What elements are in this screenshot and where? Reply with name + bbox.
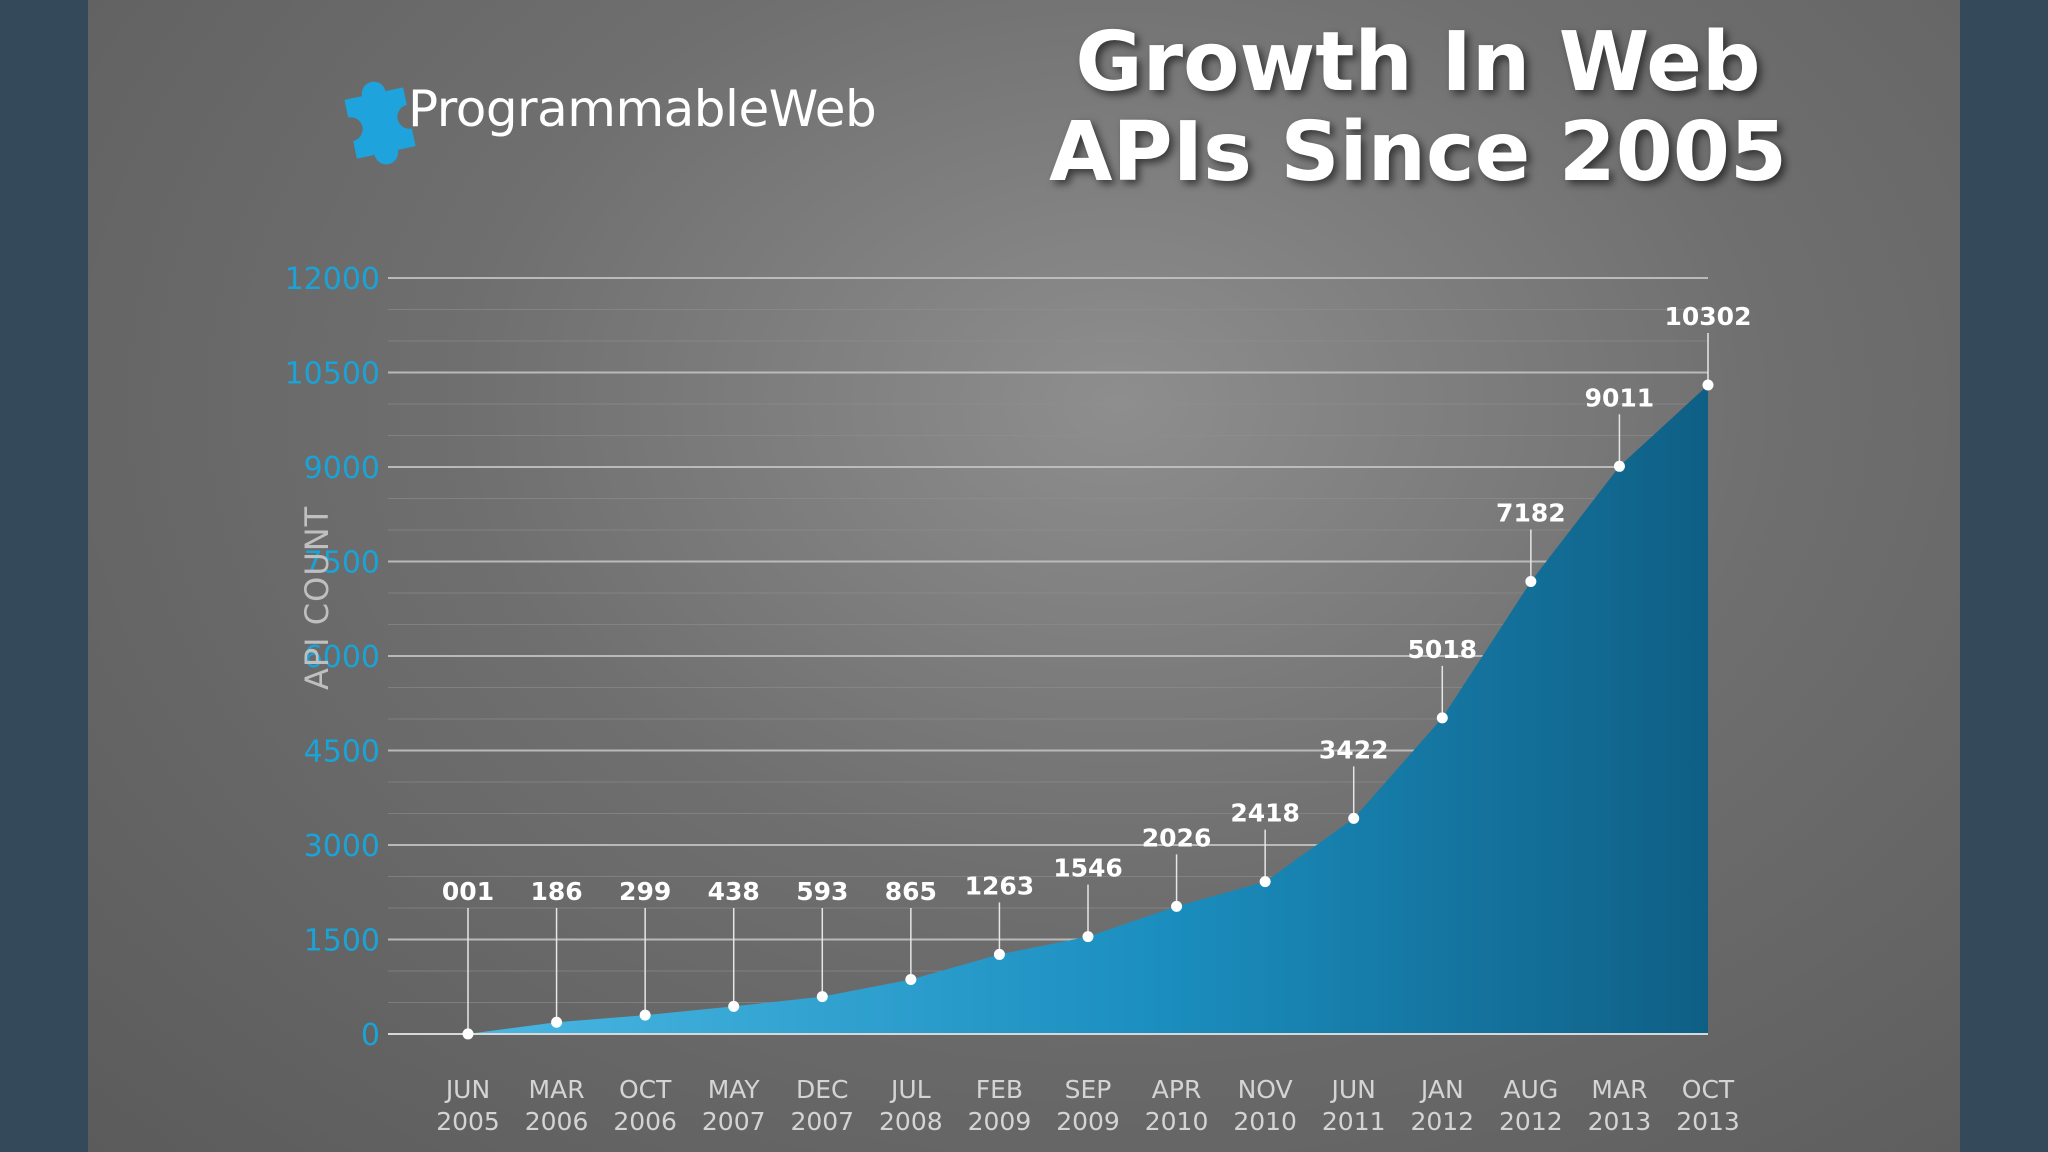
data-point xyxy=(1436,712,1448,724)
x-tick-label: FEB xyxy=(976,1075,1023,1104)
y-tick-label: 4500 xyxy=(304,735,380,770)
data-label: 1263 xyxy=(965,871,1035,900)
data-point xyxy=(1702,379,1714,391)
data-point xyxy=(1525,576,1537,588)
data-label: 2026 xyxy=(1142,823,1212,852)
x-tick-label: 2009 xyxy=(968,1107,1032,1136)
data-label: 10302 xyxy=(1665,302,1752,331)
y-tick-label: 3000 xyxy=(304,829,380,864)
y-axis-tick-labels: 0 1500 3000 4500 6000 7500 9000 10500 12000 xyxy=(285,262,380,1053)
data-point xyxy=(905,974,917,986)
data-point xyxy=(1613,460,1625,472)
x-tick-label: JUL xyxy=(889,1075,931,1104)
x-tick-label: 2006 xyxy=(613,1107,677,1136)
data-point xyxy=(1171,900,1183,912)
x-tick-label: OCT xyxy=(1682,1075,1735,1104)
x-tick-label: JUN xyxy=(1330,1075,1376,1104)
x-tick-label: MAR xyxy=(1591,1075,1647,1104)
x-tick-label: MAY xyxy=(708,1075,761,1104)
x-tick-label: 2006 xyxy=(525,1107,589,1136)
data-point xyxy=(1082,931,1094,943)
x-tick-label: JUN xyxy=(444,1075,490,1104)
data-label: 865 xyxy=(885,877,937,906)
area-chart: 0 1500 3000 4500 6000 7500 9000 10500 12000 001 1… xyxy=(285,262,1752,1136)
x-tick-label: 2010 xyxy=(1145,1107,1209,1136)
data-label: 2418 xyxy=(1230,799,1300,828)
puzzle-piece-icon xyxy=(344,81,416,165)
title-line-1: Growth In Web xyxy=(1075,15,1761,110)
data-label: 9011 xyxy=(1585,383,1655,412)
data-point xyxy=(462,1028,474,1040)
x-tick-label: 2009 xyxy=(1056,1107,1120,1136)
data-label: 5018 xyxy=(1407,635,1477,664)
data-leader-lines xyxy=(467,332,1709,1034)
x-tick-label: 2007 xyxy=(790,1107,854,1136)
data-point xyxy=(728,1000,740,1012)
x-axis-tick-labels: JUN 2005 MAR 2006 OCT 2006 MAY 2007 DEC 2007 JUL 20… xyxy=(436,1075,1740,1136)
x-tick-label: MAR xyxy=(529,1075,585,1104)
x-tick-label: 2010 xyxy=(1233,1107,1297,1136)
x-tick-label: NOV xyxy=(1238,1075,1293,1104)
x-tick-label: 2005 xyxy=(436,1107,500,1136)
y-tick-label: 0 xyxy=(361,1018,380,1053)
data-point xyxy=(551,1016,563,1028)
x-tick-label: 2013 xyxy=(1588,1107,1652,1136)
data-labels: 001 186 299 438 593 865 1263 1546 2026 2418 3422 50… xyxy=(442,302,1752,906)
slide: ProgrammableWeb Growth In Web APIs Since… xyxy=(88,0,1960,1152)
y-tick-label: 10500 xyxy=(285,357,380,392)
data-label: 3422 xyxy=(1319,735,1389,764)
title-line-2: APIs Since 2005 xyxy=(1049,105,1787,200)
data-point xyxy=(1259,876,1271,888)
data-label: 001 xyxy=(442,877,494,906)
data-points xyxy=(462,379,1714,1040)
y-tick-label: 6000 xyxy=(304,640,380,675)
y-tick-label: 7500 xyxy=(304,546,380,581)
x-tick-label: 2013 xyxy=(1676,1107,1740,1136)
y-tick-label: 9000 xyxy=(304,451,380,486)
x-tick-label: 2012 xyxy=(1499,1107,1563,1136)
x-tick-label: SEP xyxy=(1065,1075,1112,1104)
data-label: 1546 xyxy=(1053,854,1123,883)
x-tick-label: 2008 xyxy=(879,1107,943,1136)
data-label: 299 xyxy=(619,877,671,906)
chart-title: Growth In Web APIs Since 2005 xyxy=(968,18,1868,198)
x-tick-label: JAN xyxy=(1419,1075,1464,1104)
x-tick-label: OCT xyxy=(619,1075,672,1104)
data-label: 438 xyxy=(708,877,760,906)
data-point xyxy=(816,991,828,1003)
x-tick-label: DEC xyxy=(796,1075,849,1104)
logo-wordmark: ProgrammableWeb xyxy=(408,80,877,138)
data-label: 593 xyxy=(796,877,848,906)
data-point xyxy=(639,1009,651,1021)
data-label: 7182 xyxy=(1496,499,1566,528)
x-tick-label: 2007 xyxy=(702,1107,766,1136)
y-tick-label: 12000 xyxy=(285,262,380,297)
area-series xyxy=(468,384,1708,1034)
x-tick-label: AUG xyxy=(1503,1075,1558,1104)
y-axis-title: API COUNT xyxy=(298,506,336,690)
data-point xyxy=(993,948,1005,960)
data-label: 186 xyxy=(530,877,582,906)
y-tick-label: 1500 xyxy=(304,924,380,959)
x-tick-label: 2012 xyxy=(1410,1107,1474,1136)
x-tick-label: APR xyxy=(1152,1075,1202,1104)
x-tick-label: 2011 xyxy=(1322,1107,1386,1136)
data-point xyxy=(1348,812,1360,824)
